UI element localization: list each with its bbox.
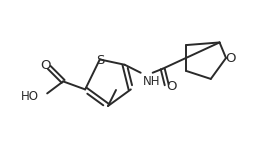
Text: O: O: [166, 80, 176, 93]
Text: O: O: [225, 52, 235, 64]
Text: O: O: [40, 59, 50, 72]
Text: S: S: [96, 54, 104, 67]
Text: NH: NH: [142, 75, 160, 88]
Text: HO: HO: [21, 90, 39, 103]
